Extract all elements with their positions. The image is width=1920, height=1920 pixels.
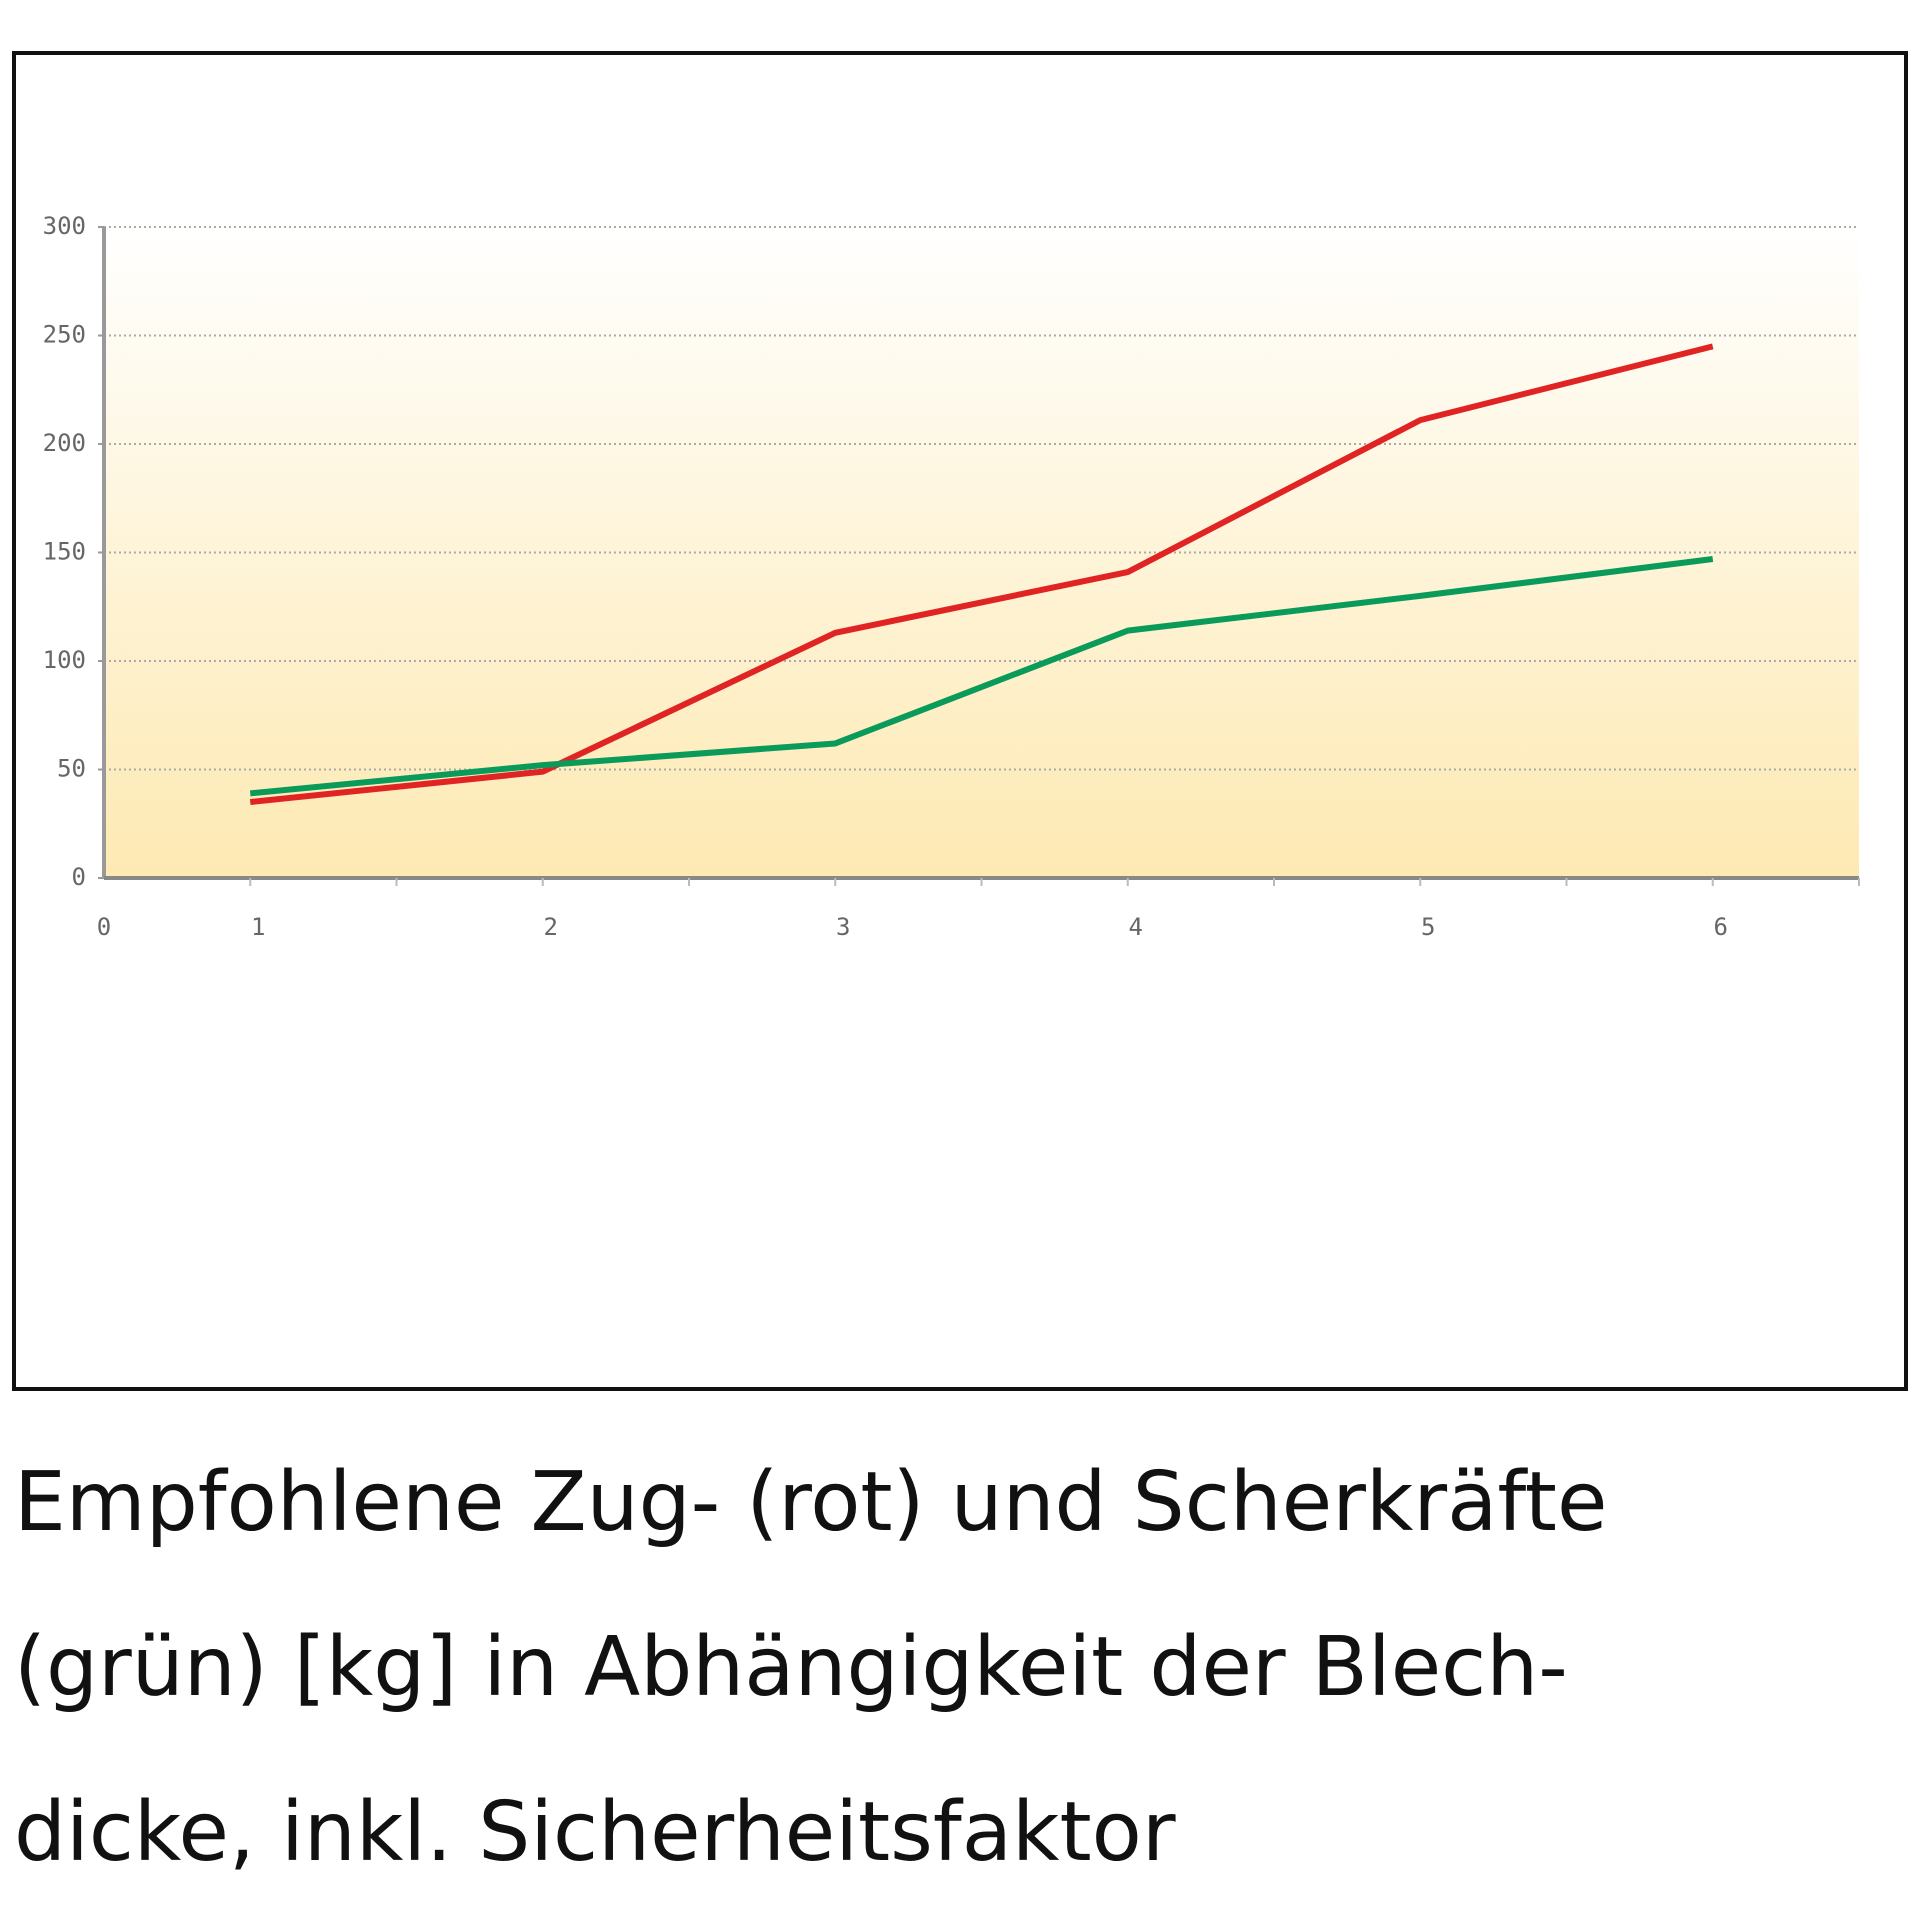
y-tick-label: 50 — [57, 755, 86, 783]
y-tick-label: 250 — [43, 321, 86, 349]
caption-line: Empfohlene Zug- (rot) und Scherkräfte — [14, 1455, 1608, 1550]
x-tick-label: 2 — [544, 913, 558, 941]
line-series — [249, 556, 1714, 797]
y-tick-label: 0 — [72, 863, 86, 891]
x-tick-label: 4 — [1129, 913, 1143, 941]
plot-background — [104, 227, 1859, 878]
caption-line: (grün) [kg] in Abhängigkeit der Blech- — [14, 1620, 1568, 1715]
chart-frame — [12, 51, 1908, 1391]
x-tick-label: 1 — [251, 913, 265, 941]
chart: 0 50 100 150 200 250 300 0 1 2 3 4 5 6 — [43, 212, 1860, 941]
x-tick-label: 5 — [1421, 913, 1435, 941]
y-tick-label: 200 — [43, 429, 86, 457]
x-origin-label: 0 — [97, 913, 111, 941]
y-tick-label: 150 — [43, 538, 86, 566]
caption: Empfohlene Zug- (rot) und Scherkräfte (g… — [14, 1420, 1607, 1915]
caption-line: dicke, inkl. Sicherheitsfaktor — [14, 1785, 1176, 1880]
y-tick-label: 100 — [43, 646, 86, 674]
x-tick-label: 3 — [836, 913, 850, 941]
y-tick-label: 300 — [43, 212, 86, 240]
x-tick-label: 6 — [1714, 913, 1728, 941]
line-series — [249, 343, 1714, 806]
